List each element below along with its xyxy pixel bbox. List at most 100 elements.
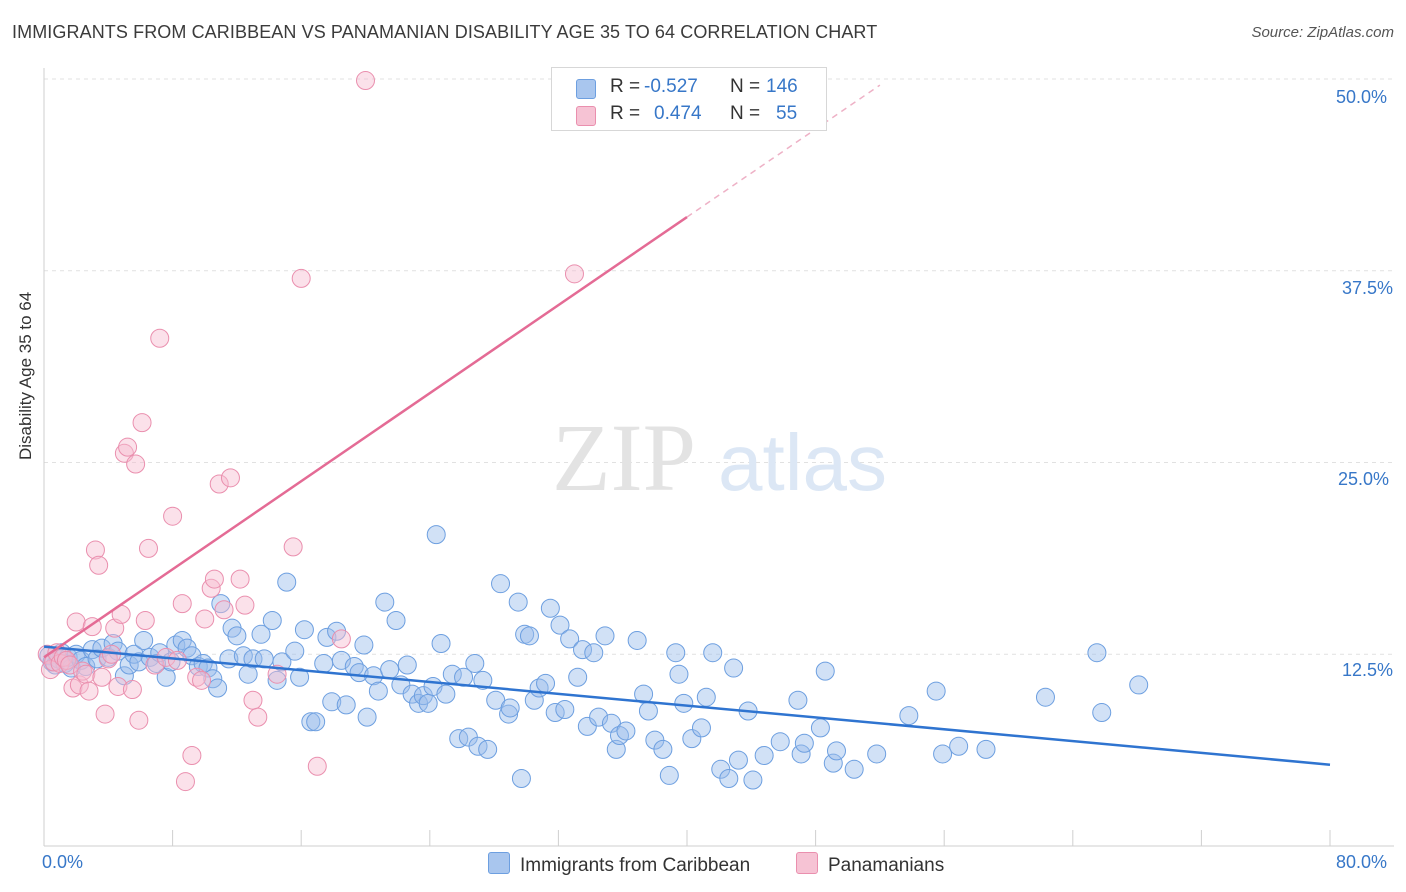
caribbean-point [899,706,919,726]
panamanian-point [85,540,105,560]
caribbean-points [39,525,1149,790]
caribbean-point [867,744,887,764]
panamanian-point [235,595,255,615]
grid [44,78,1394,655]
caribbean-point [368,681,388,701]
panamanian-point [220,468,240,488]
caribbean-point [794,733,814,753]
caribbean-point [669,664,689,684]
panamanian-point [204,569,224,589]
caribbean-point [500,698,520,718]
caribbean-point [788,690,808,710]
legend-swatch-panamanian [576,106,596,126]
panamanian-point [172,594,192,614]
caribbean-point [550,615,570,635]
caribbean-point [397,655,417,675]
caribbean-point [616,721,636,741]
panamanian-point [267,664,287,684]
panamanian-point [126,454,146,474]
caribbean-point [314,653,334,673]
caribbean-point [357,707,377,727]
caribbean-point [156,667,176,687]
panamanian-point [138,538,158,558]
caribbean-point [478,739,498,759]
caribbean-point [743,770,763,790]
caribbean-point [227,626,247,646]
panamanian-point [129,710,149,730]
caribbean-point [1087,643,1107,663]
bottom-legend-swatch-panamanian [796,852,818,874]
panamanian-point [195,609,215,629]
chart-title: IMMIGRANTS FROM CARIBBEAN VS PANAMANIAN … [12,22,878,42]
caribbean-point [724,658,744,678]
panamanian-point [248,707,268,727]
caribbean-point [823,753,843,773]
panamanian-point [66,612,86,632]
caribbean-point [770,732,790,752]
panamanian-point [243,690,263,710]
caribbean-point [511,769,531,789]
panamanian-point [40,660,60,680]
caribbean-point [573,640,593,660]
caribbean-point [595,626,615,646]
caribbean-trend-line [43,645,1331,766]
caribbean-point [555,699,575,719]
legend-swatch-caribbean [576,79,596,99]
watermark-atlas: atlas [718,418,887,507]
caribbean-point [666,643,686,663]
caribbean-point [465,653,485,673]
caribbean-point [682,729,702,749]
caribbean-point [431,634,451,654]
caribbean-point [336,695,356,715]
panamanian-point [135,611,155,631]
panamanian-point [291,268,311,288]
panamanian-point [89,555,109,575]
legend-n-label: N = [730,76,761,97]
bottom-legend-caribbean[interactable]: Immigrants from Caribbean [488,852,750,877]
caribbean-point [815,661,835,681]
y-tick-25: 25.0% [1338,469,1390,489]
caribbean-point [674,693,694,713]
bottom-legend-label-caribbean: Immigrants from Caribbean [520,855,751,876]
caribbean-point [380,660,400,680]
y-tick-12-5: 12.5% [1342,660,1394,680]
caribbean-point [933,744,953,764]
caribbean-point [1035,687,1055,707]
caribbean-point [134,630,154,650]
caribbean-point [306,712,326,732]
panamanian-point [73,661,93,681]
x-tick-min: 0.0% [42,852,84,872]
panamanian-point [79,681,99,701]
caribbean-point [560,629,580,649]
caribbean-point [499,704,519,724]
panamanian-trend-extension [686,84,881,218]
caribbean-point [536,673,556,693]
caribbean-point [844,759,864,779]
caribbean-point [243,649,263,669]
panamanian-points [37,71,584,792]
caribbean-point [638,701,658,721]
caribbean-point [703,643,723,663]
panamanian-point [92,667,112,687]
caribbean-point [473,670,493,690]
legend-r-value-panamanian: 0.474 [654,103,702,124]
caribbean-point [691,718,711,738]
caribbean-point [375,592,395,612]
caribbean-point [251,624,271,644]
bottom-legend-panamanian[interactable]: Panamanians [796,852,944,877]
caribbean-point [1092,703,1112,723]
legend-n-value-panamanian: 55 [776,103,798,124]
caribbean-point [290,667,310,687]
caribbean-point [267,670,287,690]
caribbean-point [696,687,716,707]
caribbean-point [436,684,456,704]
watermark-zip: ZIP [552,404,696,511]
caribbean-point [926,681,946,701]
panamanian-point [192,670,212,690]
caribbean-point [317,627,337,647]
panamanian-point [105,618,125,638]
panamanian-point [283,537,303,557]
caribbean-point [659,765,679,785]
caribbean-point [826,741,846,761]
